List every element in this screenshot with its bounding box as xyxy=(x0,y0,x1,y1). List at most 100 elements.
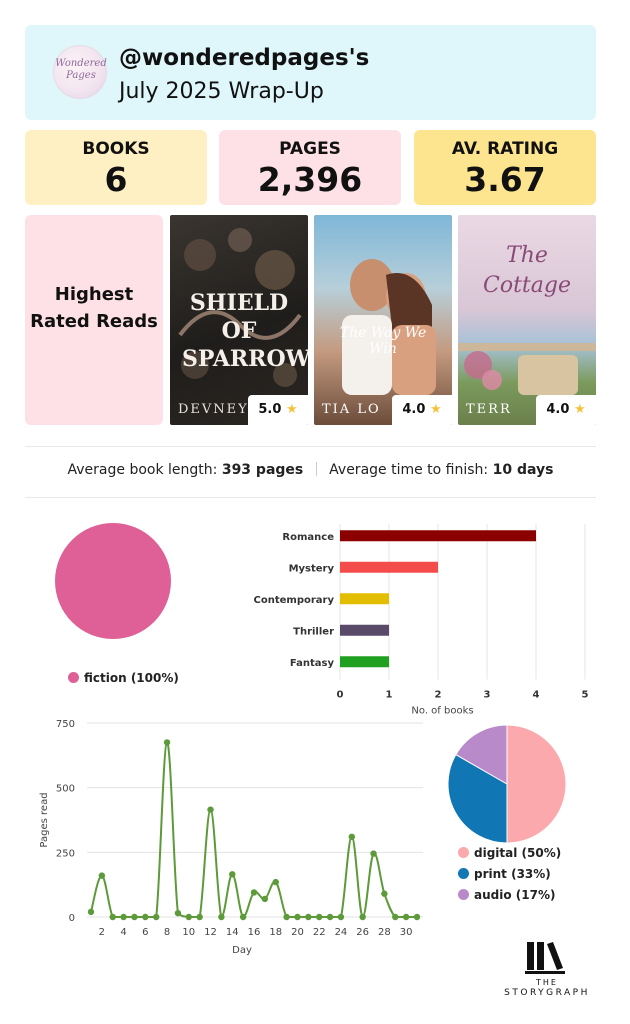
pages-point-15 xyxy=(250,889,258,896)
pages-xtick-10: 22 xyxy=(313,927,326,938)
fiction-legend: fiction (100%) xyxy=(68,671,179,685)
format-legend-digital: digital (50%) xyxy=(458,846,561,860)
print-legend-label: print (33%) xyxy=(474,867,551,881)
cover-3-rating-value: 4.0 xyxy=(546,402,570,417)
pages-xtick-6: 14 xyxy=(226,927,239,938)
format-pie-chart xyxy=(447,724,567,844)
format-pie-slice-0 xyxy=(506,724,567,844)
wrap-up-title: July 2025 Wrap-Up xyxy=(119,79,324,104)
pages-point-29 xyxy=(402,913,410,921)
pages-point-24 xyxy=(348,833,355,841)
pages-point-13 xyxy=(229,871,236,878)
genre-label-3: Thriller xyxy=(293,626,334,637)
pages-point-30 xyxy=(413,913,421,921)
pages-ytick-1: 250 xyxy=(56,848,75,859)
pages-point-9 xyxy=(185,913,192,921)
cover-3-title: The Cottage xyxy=(483,243,571,298)
avg-length-label: Average book length: xyxy=(67,462,218,478)
stat-rating-label: AV. RATING xyxy=(451,139,559,159)
cover-3-art xyxy=(458,343,596,395)
pages-point-8 xyxy=(174,909,182,917)
fiction-legend-dot xyxy=(68,672,79,683)
stat-pages-value: 2,396 xyxy=(257,160,363,199)
username: @wonderedpages's xyxy=(119,45,370,71)
fiction-pie-slice-0 xyxy=(55,523,171,639)
genre-xtick-0: 0 xyxy=(337,690,344,701)
stat-rating-value: 3.67 xyxy=(464,160,546,199)
highest-rated-label-box: Highest Rated Reads xyxy=(25,215,163,425)
pages-point-6 xyxy=(153,913,160,921)
genre-bar-chart: 0 1 2 3 4 5 Romance Mystery Contemporary Thriller… xyxy=(254,524,589,716)
fiction-pie-chart xyxy=(55,523,171,639)
pages-xtick-11: 24 xyxy=(335,927,348,938)
storygraph-mark-icon xyxy=(525,942,565,974)
book-cover-1[interactable]: SHIELD OF SPARROWS DEVNEY 5.0 ★ xyxy=(170,215,308,425)
genre-xtick-4: 4 xyxy=(533,690,540,701)
cover-1-rating-value: 5.0 xyxy=(258,402,282,417)
pages-point-22 xyxy=(326,913,334,921)
storygraph-the: THE xyxy=(536,978,558,987)
format-legend-print: print (33%) xyxy=(458,867,551,881)
pages-xtick-13: 28 xyxy=(378,927,391,938)
logo-text: Wondered Pages xyxy=(55,58,107,81)
format-legend-audio: audio (17%) xyxy=(458,888,555,902)
digital-legend-label: digital (50%) xyxy=(474,846,562,860)
pages-point-26 xyxy=(370,850,377,857)
avg-length-value: 393 pages xyxy=(221,462,304,478)
print-legend-dot xyxy=(458,868,469,879)
avg-time-value: 10 days xyxy=(492,462,554,478)
pages-ytick-0: 0 xyxy=(69,913,75,924)
digital-legend-dot xyxy=(458,847,469,858)
pages-point-3 xyxy=(120,913,127,921)
cover-1-title: SHIELD OF SPARROWS xyxy=(182,290,308,372)
pages-point-1 xyxy=(98,872,106,879)
pages-point-2 xyxy=(109,913,116,921)
pages-point-0 xyxy=(87,908,95,916)
audio-legend-label: audio (17%) xyxy=(474,888,556,902)
averages-line: Average book length: 393 pages Average t… xyxy=(25,462,596,478)
header-card: Wondered Pages @wonderedpages's July 202… xyxy=(25,25,596,120)
pages-xtick-14: 30 xyxy=(400,927,413,938)
pages-xtick-4: 10 xyxy=(182,927,195,938)
star-icon: ★ xyxy=(573,402,586,417)
stat-pages: PAGES 2,396 xyxy=(219,130,401,205)
pages-point-23 xyxy=(337,913,345,921)
genre-label-1: Mystery xyxy=(289,563,335,574)
pages-xtick-7: 16 xyxy=(248,927,261,938)
pages-point-17 xyxy=(272,878,279,886)
cover-2-art xyxy=(342,259,436,395)
star-icon: ★ xyxy=(285,402,298,417)
divider-top xyxy=(25,446,596,447)
pages-point-11 xyxy=(207,806,214,813)
format-pie-slice-1 xyxy=(447,753,508,844)
format-pie-slice-2 xyxy=(455,724,508,785)
pages-xtick-5: 12 xyxy=(204,927,217,938)
book-cover-2[interactable]: The Way We Win TIA LO 4.0 ★ xyxy=(314,215,452,425)
stat-pages-label: PAGES xyxy=(279,139,341,159)
pages-xtick-2: 6 xyxy=(142,927,148,938)
cover-1-author: DEVNEY xyxy=(178,402,249,417)
pages-point-25 xyxy=(359,913,366,921)
fiction-legend-label: fiction (100%) xyxy=(84,671,179,685)
pages-xtick-9: 20 xyxy=(291,927,304,938)
pages-point-27 xyxy=(381,890,388,897)
pages-xlabel: Day xyxy=(232,945,252,956)
pages-xtick-3: 8 xyxy=(164,927,170,938)
pages-point-12 xyxy=(218,913,225,921)
pages-ylabel: Pages read xyxy=(39,792,50,847)
highest-rated-label: Highest Rated Reads xyxy=(30,284,158,332)
pages-ytick-2: 500 xyxy=(56,784,75,795)
cover-3-rating: 4.0 ★ xyxy=(536,395,596,425)
star-icon: ★ xyxy=(429,402,442,417)
genre-xtick-3: 3 xyxy=(484,690,491,701)
stat-books-label: BOOKS xyxy=(82,139,150,159)
pages-xtick-12: 26 xyxy=(356,927,369,938)
book-cover-3[interactable]: The Cottage TERR 4.0 ★ xyxy=(458,215,596,425)
genre-bar-0 xyxy=(340,530,536,542)
cover-2-author: TIA LO xyxy=(322,402,381,417)
pages-point-14 xyxy=(239,913,247,921)
genre-bar-1 xyxy=(340,561,438,573)
pages-ytick-3: 750 xyxy=(56,719,75,730)
genre-xtick-5: 5 xyxy=(582,690,589,701)
storygraph-logo: THE STORYGRAPH xyxy=(497,940,597,1002)
